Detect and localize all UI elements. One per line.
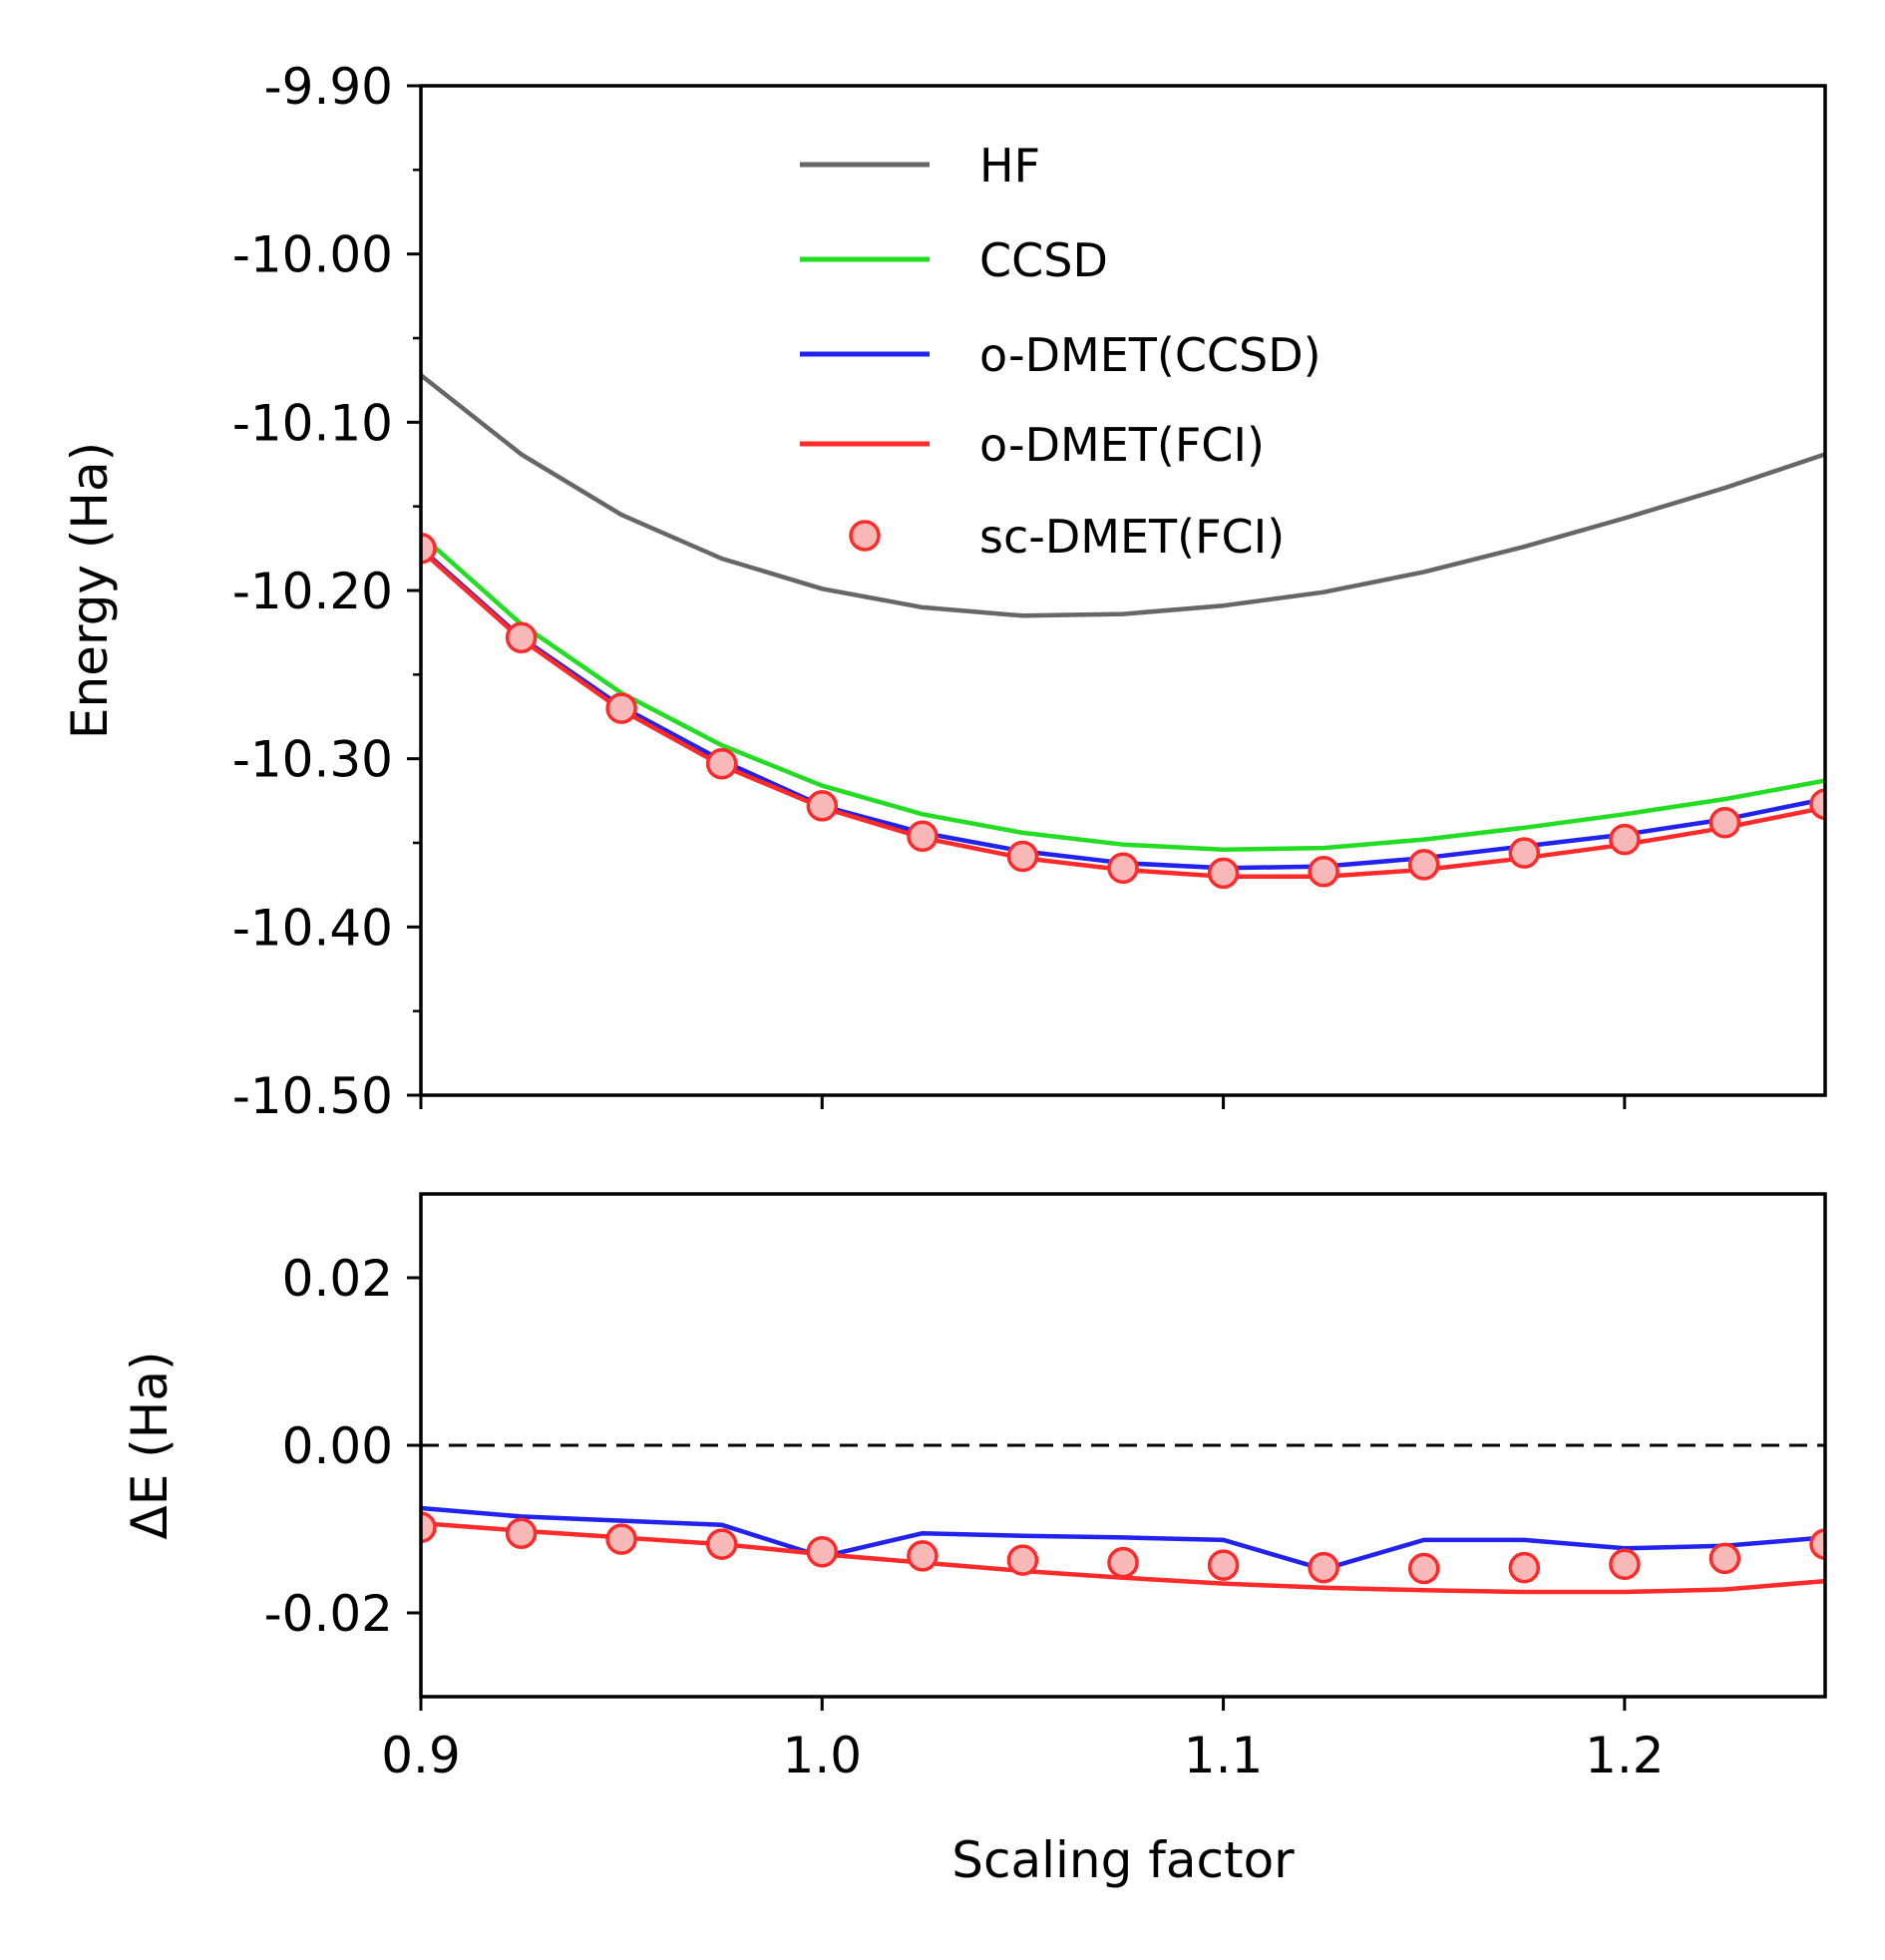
legend-label-scdmet-fci: sc-DMET(FCI) bbox=[979, 510, 1285, 564]
energy-y-tick-label-3: -10.20 bbox=[232, 563, 393, 620]
delta-marker-sc-dmet-fci-4 bbox=[806, 1535, 839, 1568]
delta-series-group bbox=[421, 1443, 1825, 1595]
energy-marker-sc-dmet-fci-4 bbox=[806, 790, 839, 822]
legend-swatch-scdmet-fci bbox=[849, 520, 881, 552]
energy-y-tick-label-6: -10.50 bbox=[232, 1067, 393, 1125]
energy-y-ticks: -9.90 -10.00 -10.10 -10.20 -10.30 -10.40 -10.5… bbox=[232, 58, 421, 1125]
delta-marker-sc-dmet-fci-7 bbox=[1107, 1546, 1139, 1579]
energy-y-tick-label-0: -9.90 bbox=[264, 58, 393, 116]
delta-marker-sc-dmet-fci-14 bbox=[1809, 1528, 1825, 1560]
delta-y-tick-label-1: 0.00 bbox=[282, 1417, 393, 1475]
delta-x-tick-label-3: 1.2 bbox=[1585, 1727, 1665, 1784]
energy-y-tick-label-5: -10.40 bbox=[232, 899, 393, 957]
delta-marker-sc-dmet-fci-8 bbox=[1207, 1549, 1240, 1581]
delta-marker-sc-dmet-fci-9 bbox=[1308, 1551, 1339, 1584]
delta-marker-sc-dmet-fci-10 bbox=[1407, 1552, 1440, 1585]
energy-marker-sc-dmet-fci-7 bbox=[1107, 852, 1139, 885]
energy-y-tick-label-2: -10.10 bbox=[232, 394, 393, 452]
energy-marker-sc-dmet-fci-3 bbox=[705, 747, 738, 780]
legend-label-hf: HF bbox=[979, 139, 1040, 193]
delta-marker-sc-dmet-fci-12 bbox=[1609, 1548, 1641, 1581]
energy-panel: -9.90 -10.00 -10.10 -10.20 -10.30 -10.40 -10.5… bbox=[61, 58, 1827, 1125]
delta-x-tick-label-0: 0.9 bbox=[381, 1727, 461, 1784]
energy-y-axis-label: Energy (Ha) bbox=[61, 442, 119, 739]
energy-series-line-ccsd bbox=[421, 533, 1825, 852]
delta-y-ticks: 0.02 0.00 -0.02 bbox=[264, 1250, 421, 1643]
legend-label-odmet-ccsd: o-DMET(CCSD) bbox=[979, 328, 1321, 382]
energy-series-group bbox=[421, 373, 1825, 890]
energy-marker-sc-dmet-fci-10 bbox=[1407, 849, 1440, 881]
delta-marker-sc-dmet-fci-1 bbox=[505, 1517, 538, 1549]
delta-x-tick-label-2: 1.1 bbox=[1184, 1727, 1264, 1784]
delta-y-tick-label-2: -0.02 bbox=[264, 1585, 393, 1643]
delta-marker-sc-dmet-fci-3 bbox=[705, 1528, 738, 1560]
delta-y-tick-label-0: 0.02 bbox=[282, 1250, 393, 1308]
energy-marker-sc-dmet-fci-13 bbox=[1708, 807, 1741, 839]
energy-marker-sc-dmet-fci-14 bbox=[1809, 788, 1825, 820]
energy-marker-sc-dmet-fci-2 bbox=[605, 692, 637, 724]
energy-series-line-hf bbox=[421, 373, 1825, 618]
delta-marker-sc-dmet-fci-6 bbox=[1006, 1544, 1039, 1576]
energy-marker-sc-dmet-fci-5 bbox=[907, 820, 939, 853]
delta-marker-sc-dmet-fci-11 bbox=[1508, 1551, 1541, 1584]
energy-marker-sc-dmet-fci-1 bbox=[505, 621, 538, 653]
energy-y-tick-label-1: -10.00 bbox=[232, 226, 393, 284]
energy-plot-area bbox=[421, 373, 1825, 890]
energy-y-tick-label-4: -10.30 bbox=[232, 731, 393, 789]
energy-marker-sc-dmet-fci-6 bbox=[1006, 840, 1039, 873]
delta-panel: 0.02 0.00 -0.02 0.9 1.0 1.1 1.2 ΔE (Ha) Scali… bbox=[121, 1192, 1827, 1889]
delta-plot-area bbox=[421, 1443, 1825, 1595]
energy-marker-sc-dmet-fci-0 bbox=[421, 533, 437, 565]
x-axis-label: Scaling factor bbox=[951, 1831, 1295, 1889]
energy-marker-sc-dmet-fci-8 bbox=[1207, 857, 1240, 890]
energy-marker-sc-dmet-fci-9 bbox=[1308, 855, 1339, 888]
legend-label-ccsd: CCSD bbox=[979, 233, 1108, 287]
delta-marker-sc-dmet-fci-2 bbox=[605, 1523, 637, 1555]
legend: HF CCSD o-DMET(CCSD) o-DMET(FCI) sc-DMET… bbox=[800, 139, 1321, 564]
energy-marker-sc-dmet-fci-12 bbox=[1609, 823, 1641, 856]
delta-x-tick-label-1: 1.0 bbox=[783, 1727, 863, 1784]
delta-marker-sc-dmet-fci-5 bbox=[907, 1540, 939, 1572]
energy-axes-frame bbox=[419, 84, 1827, 1097]
delta-y-axis-label: ΔE (Ha) bbox=[121, 1352, 179, 1540]
energy-marker-sc-dmet-fci-11 bbox=[1508, 837, 1541, 869]
legend-label-odmet-fci: o-DMET(FCI) bbox=[979, 418, 1265, 472]
delta-series-line-o-dmet-ccsd bbox=[421, 1505, 1825, 1572]
delta-marker-sc-dmet-fci-0 bbox=[421, 1511, 437, 1544]
delta-x-ticks: 0.9 1.0 1.1 1.2 bbox=[381, 1697, 1665, 1784]
delta-marker-sc-dmet-fci-13 bbox=[1708, 1542, 1741, 1575]
energy-x-ticks bbox=[419, 1095, 1627, 1109]
